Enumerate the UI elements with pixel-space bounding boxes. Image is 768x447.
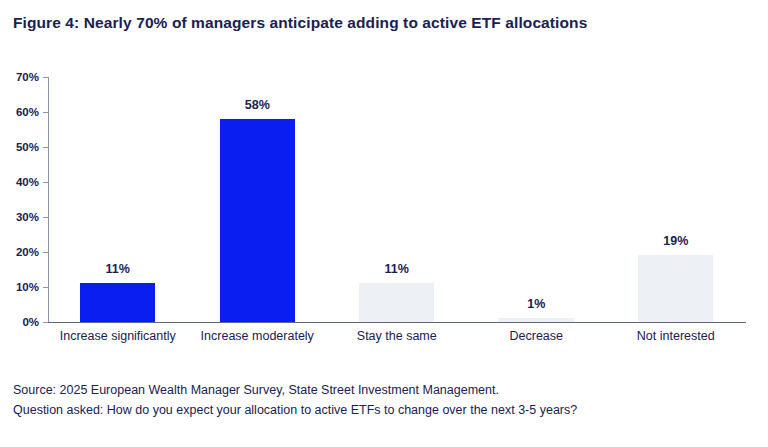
y-tick-label: 0%	[0, 317, 39, 329]
x-tick-label: Not interested	[606, 329, 746, 344]
x-tick-label: Increase moderately	[187, 329, 327, 344]
bar-value-label: 11%	[347, 263, 447, 276]
bar-value-label: 1%	[486, 298, 586, 311]
x-tick-label: Decrease	[466, 329, 606, 344]
y-tick-label: 70%	[0, 72, 39, 84]
bar-increase-significantly	[80, 283, 155, 322]
y-axis-line	[48, 77, 49, 322]
figure-canvas: Figure 4: Nearly 70% of managers anticip…	[0, 0, 768, 447]
question-note: Question asked: How do you expect your a…	[13, 401, 577, 421]
x-axis-line	[48, 322, 746, 323]
bar-value-label: 19%	[626, 235, 726, 248]
bar-stay-the-same	[359, 283, 434, 322]
source-note: Source: 2025 European Wealth Manager Sur…	[13, 381, 577, 401]
bar-not-interested	[638, 255, 713, 322]
y-tick-label: 10%	[0, 282, 39, 294]
bar-value-label: 58%	[207, 99, 307, 112]
y-tick-label: 20%	[0, 247, 39, 259]
y-tick-label: 60%	[0, 107, 39, 119]
y-tick-label: 50%	[0, 142, 39, 154]
x-tick-label: Increase significantly	[48, 329, 188, 344]
figure-title: Figure 4: Nearly 70% of managers anticip…	[13, 14, 587, 32]
footer-note: Source: 2025 European Wealth Manager Sur…	[13, 381, 577, 420]
bar-increase-moderately	[220, 119, 295, 322]
y-tick-label: 30%	[0, 212, 39, 224]
y-tick-label: 40%	[0, 177, 39, 189]
x-tick-label: Stay the same	[327, 329, 467, 344]
bar-value-label: 11%	[68, 263, 168, 276]
